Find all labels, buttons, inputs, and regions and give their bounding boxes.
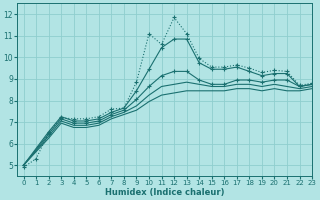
X-axis label: Humidex (Indice chaleur): Humidex (Indice chaleur) xyxy=(105,188,224,197)
